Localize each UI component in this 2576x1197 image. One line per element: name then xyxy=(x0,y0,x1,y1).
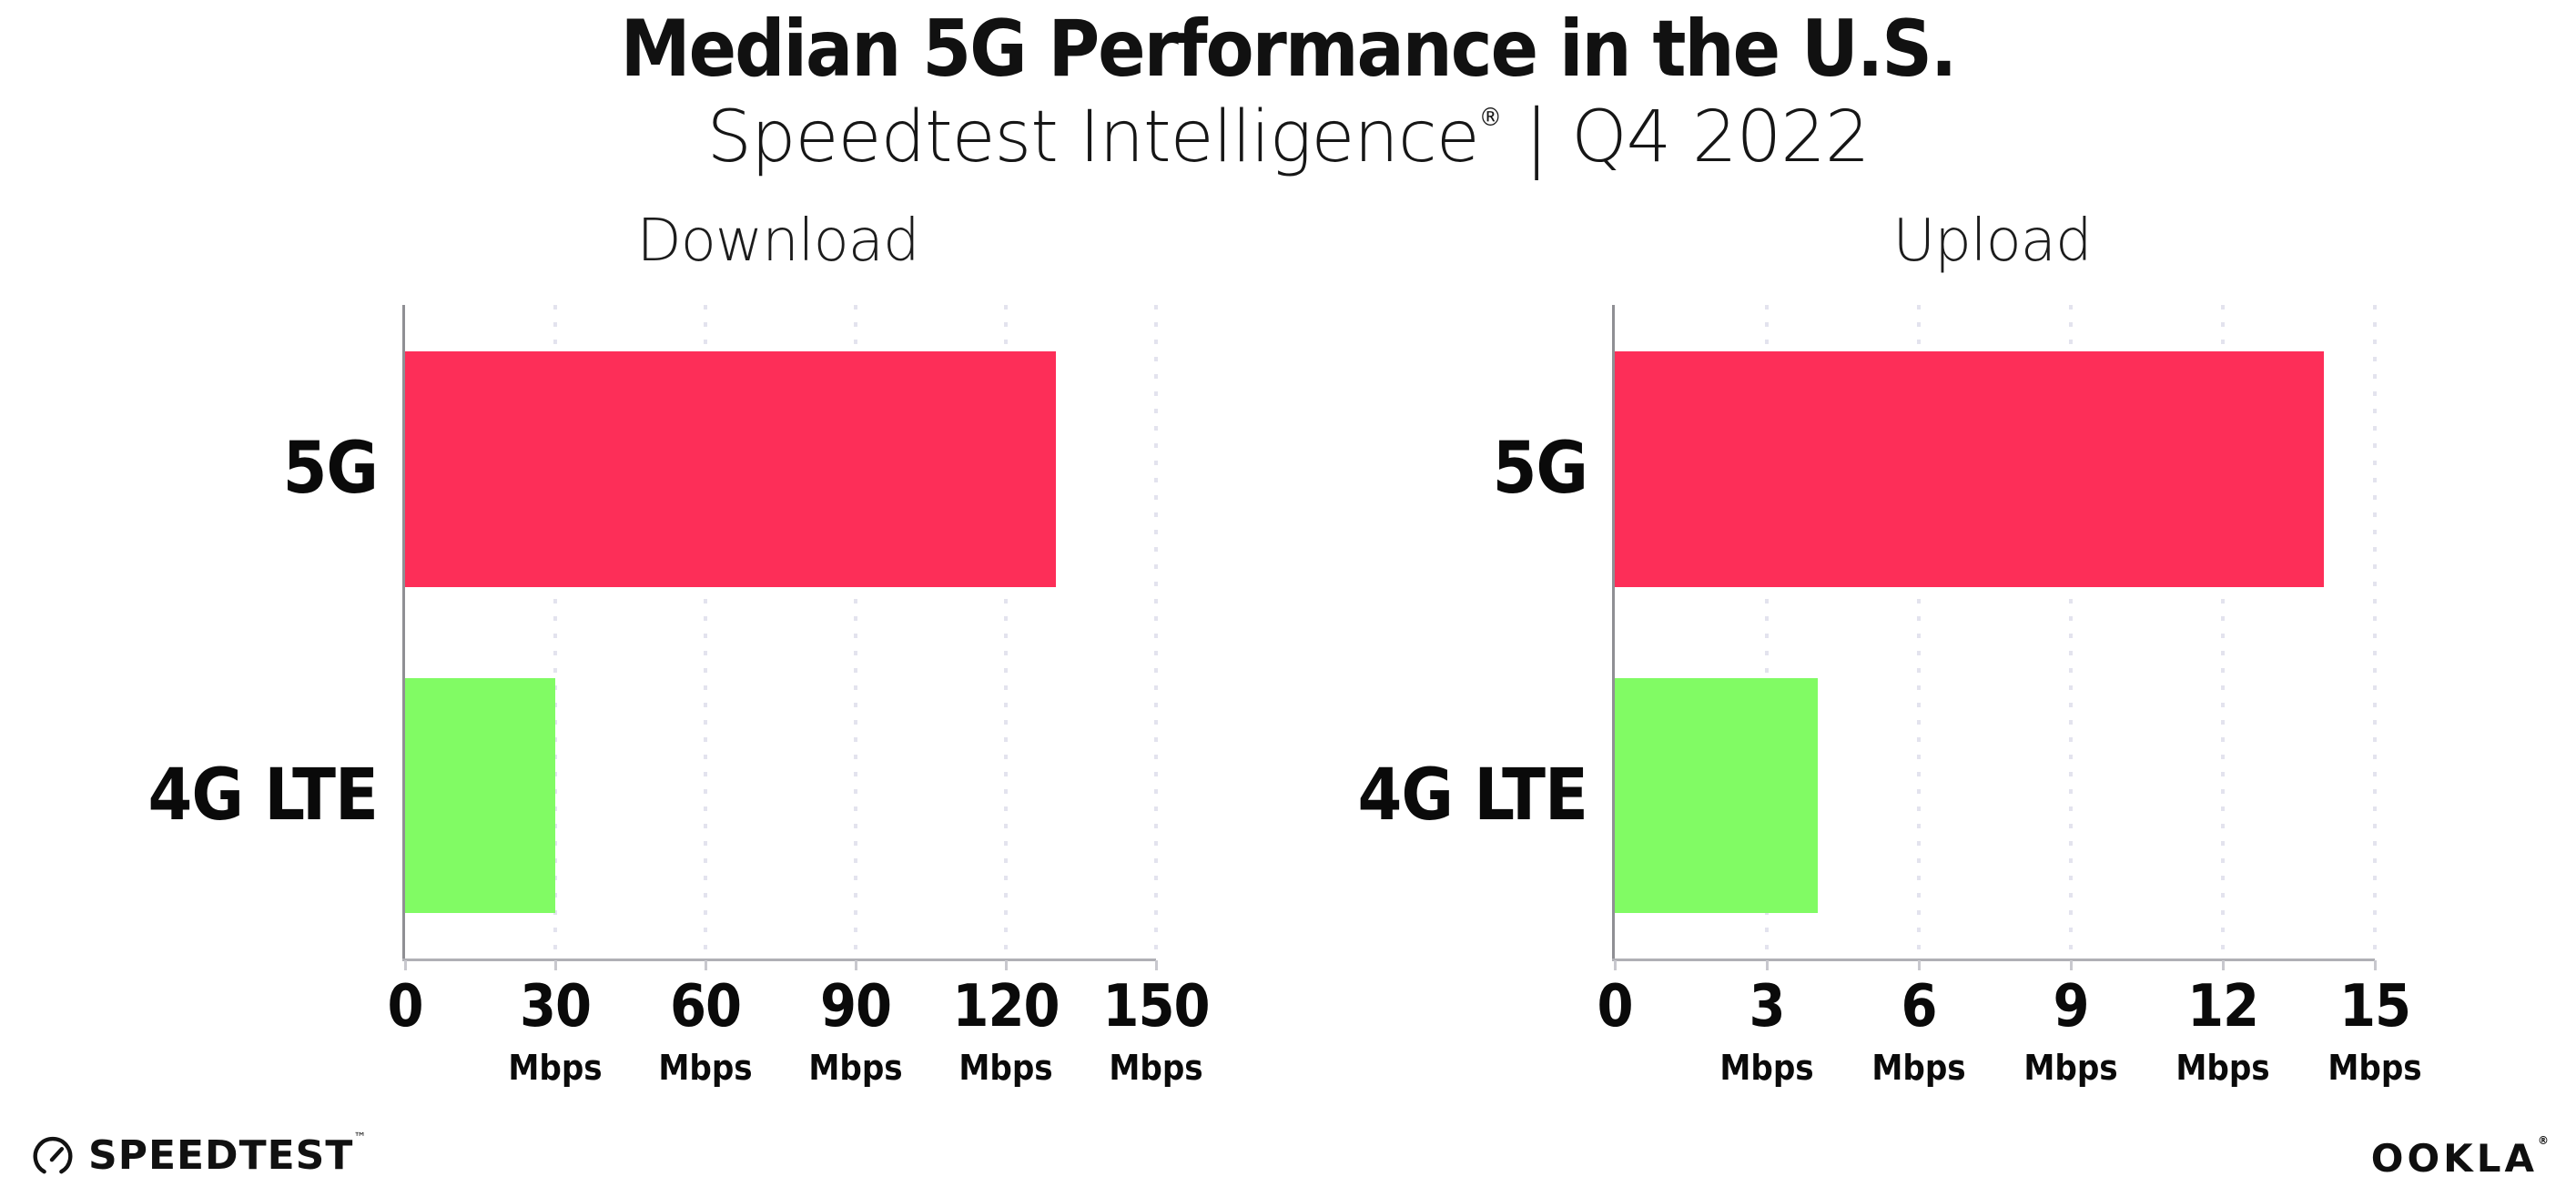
x-tick-unit-label: Mbps xyxy=(808,1048,903,1088)
subtitle-divider: | xyxy=(1524,94,1548,181)
x-tick-unit-label: Mbps xyxy=(2328,1048,2422,1088)
x-axis-tickmark xyxy=(1613,960,1617,970)
bar-5g xyxy=(1615,351,2325,587)
bar-4g-lte xyxy=(1615,678,1818,913)
x-axis-tickmark xyxy=(2069,960,2073,970)
x-tick-unit-label: Mbps xyxy=(1719,1048,1814,1088)
ookla-logo: OOKLA® xyxy=(2370,1134,2549,1181)
x-axis-line xyxy=(402,959,1156,961)
chart-title: Download xyxy=(636,208,919,275)
category-label-5g: 5G xyxy=(1492,428,1588,510)
gridline xyxy=(854,305,857,959)
x-tick-label: 90 xyxy=(819,973,892,1040)
gauge-icon xyxy=(30,1133,76,1179)
x-axis-tickmark xyxy=(553,960,557,970)
category-label-5g: 5G xyxy=(282,428,379,510)
gridline xyxy=(1917,305,1921,959)
x-tick-unit-label: Mbps xyxy=(2023,1048,2118,1088)
upload-chart: Upload 0 3 Mbps 6 Mbps 9 Mbps 12 Mbps 15 Mbps 5G 4G … xyxy=(1358,208,2422,1118)
speedtest-logo: SPEEDTEST™ xyxy=(30,1131,368,1179)
gridline xyxy=(704,305,707,959)
x-tick-label: 9 xyxy=(2053,973,2089,1040)
x-axis-tickmark xyxy=(403,960,407,970)
x-tick-unit-label: Mbps xyxy=(1109,1048,1203,1088)
page-title: Median 5G Performance in the U.S. xyxy=(620,4,1958,95)
bar-5g xyxy=(405,351,1056,587)
gridline xyxy=(2069,305,2073,959)
gridline xyxy=(2221,305,2225,959)
x-axis-tickmark xyxy=(704,960,707,970)
page-subtitle: Speedtest Intelligence® | Q4 2022 xyxy=(0,94,2576,181)
x-tick-unit-label: Mbps xyxy=(508,1048,603,1088)
category-label-4g-lte: 4G LTE xyxy=(147,755,379,837)
x-axis-tickmark xyxy=(1917,960,1921,970)
x-axis-tickmark xyxy=(1004,960,1008,970)
bar-4g-lte xyxy=(405,678,555,913)
gridline xyxy=(553,305,557,959)
x-tick-unit-label: Mbps xyxy=(1871,1048,1966,1088)
x-tick-label: 6 xyxy=(1901,973,1937,1040)
gridline xyxy=(1154,305,1158,959)
subtitle-period: Q4 2022 xyxy=(1571,96,1870,178)
x-axis-tickmark xyxy=(2221,960,2225,970)
x-tick-label: 150 xyxy=(1102,973,1210,1040)
x-axis-tickmark xyxy=(1154,960,1158,970)
plot-area: 0 30 Mbps 60 Mbps 90 Mbps 120 Mbps 150 Mbps 5G 4G LT… xyxy=(148,305,1211,1088)
plot-area: 0 3 Mbps 6 Mbps 9 Mbps 12 Mbps 15 Mbps 5G 4G LTE xyxy=(1358,305,2422,1088)
trademark-mark: ™ xyxy=(353,1131,368,1145)
x-tick-unit-label: Mbps xyxy=(958,1048,1053,1088)
x-tick-unit-label: Mbps xyxy=(658,1048,753,1088)
x-axis-tickmark xyxy=(1765,960,1769,970)
download-chart: Download 0 30 Mbps 60 Mbps 90 Mbps 120 Mbps 150 Mb… xyxy=(148,208,1211,1118)
x-tick-label: 30 xyxy=(519,973,592,1040)
gridline xyxy=(2373,305,2377,959)
x-tick-unit-label: Mbps xyxy=(2175,1048,2270,1088)
speedtest-wordmark: SPEEDTEST™ xyxy=(88,1131,368,1179)
gridline xyxy=(1765,305,1769,959)
x-axis-line xyxy=(1612,959,2375,961)
x-tick-label: 120 xyxy=(952,973,1060,1040)
gridline xyxy=(1004,305,1008,959)
x-tick-label: 12 xyxy=(2186,973,2259,1040)
x-tick-label: 0 xyxy=(1597,973,1633,1040)
x-axis-tickmark xyxy=(2373,960,2377,970)
x-tick-label: 0 xyxy=(387,973,423,1040)
x-tick-label: 60 xyxy=(669,973,742,1040)
ookla-wordmark: OOKLA xyxy=(2370,1136,2538,1181)
subtitle-brand: Speedtest Intelligence xyxy=(706,96,1479,178)
x-tick-label: 15 xyxy=(2338,973,2411,1040)
x-axis-tickmark xyxy=(854,960,857,970)
registered-mark: ® xyxy=(2538,1134,2549,1147)
category-label-4g-lte: 4G LTE xyxy=(1357,755,1588,837)
x-tick-label: 3 xyxy=(1749,973,1785,1040)
chart-title: Upload xyxy=(1892,208,2092,275)
registered-mark: ® xyxy=(1478,102,1502,132)
